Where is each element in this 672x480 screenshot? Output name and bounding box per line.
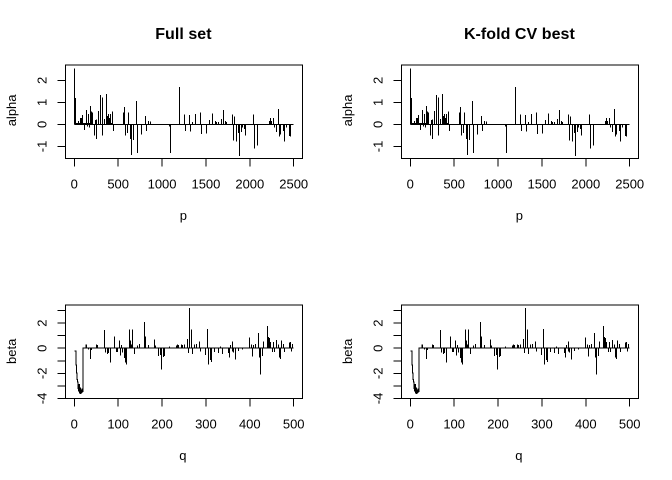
svg-text:1000: 1000: [148, 176, 177, 191]
svg-text:0: 0: [35, 345, 50, 352]
svg-text:p: p: [516, 208, 523, 223]
svg-text:200: 200: [487, 416, 509, 431]
svg-text:2000: 2000: [571, 176, 600, 191]
svg-text:-4: -4: [371, 393, 386, 405]
svg-text:beta: beta: [340, 338, 355, 364]
svg-text:2: 2: [371, 77, 386, 84]
svg-text:p: p: [180, 208, 187, 223]
svg-text:alpha: alpha: [340, 94, 355, 127]
svg-text:-2: -2: [35, 368, 50, 380]
svg-text:Full set: Full set: [155, 26, 212, 43]
svg-text:2: 2: [35, 319, 50, 326]
svg-text:200: 200: [151, 416, 173, 431]
svg-text:300: 300: [195, 416, 217, 431]
svg-text:1: 1: [35, 99, 50, 106]
svg-text:500: 500: [619, 416, 641, 431]
svg-text:500: 500: [443, 176, 465, 191]
svg-text:0: 0: [71, 176, 78, 191]
svg-text:alpha: alpha: [4, 94, 19, 127]
svg-text:100: 100: [443, 416, 465, 431]
svg-text:0: 0: [35, 121, 50, 128]
svg-text:500: 500: [107, 176, 129, 191]
svg-text:1: 1: [371, 99, 386, 106]
svg-text:-1: -1: [371, 141, 386, 153]
svg-text:400: 400: [575, 416, 597, 431]
svg-text:500: 500: [283, 416, 305, 431]
svg-text:0: 0: [371, 345, 386, 352]
svg-text:2000: 2000: [235, 176, 264, 191]
svg-text:beta: beta: [4, 338, 19, 364]
svg-text:1500: 1500: [527, 176, 556, 191]
svg-text:300: 300: [531, 416, 553, 431]
svg-text:0: 0: [407, 176, 414, 191]
svg-text:2: 2: [371, 319, 386, 326]
svg-text:0: 0: [407, 416, 414, 431]
svg-text:q: q: [515, 448, 522, 463]
svg-text:0: 0: [71, 416, 78, 431]
svg-text:400: 400: [239, 416, 261, 431]
svg-text:-2: -2: [371, 368, 386, 380]
svg-text:1500: 1500: [191, 176, 220, 191]
svg-text:K-fold CV best: K-fold CV best: [464, 26, 576, 43]
svg-text:2500: 2500: [279, 176, 308, 191]
svg-text:100: 100: [107, 416, 129, 431]
svg-text:1000: 1000: [484, 176, 513, 191]
svg-text:q: q: [179, 448, 186, 463]
svg-text:0: 0: [371, 121, 386, 128]
svg-text:2500: 2500: [615, 176, 644, 191]
svg-text:-1: -1: [35, 141, 50, 153]
svg-text:-4: -4: [35, 393, 50, 405]
svg-text:2: 2: [35, 77, 50, 84]
